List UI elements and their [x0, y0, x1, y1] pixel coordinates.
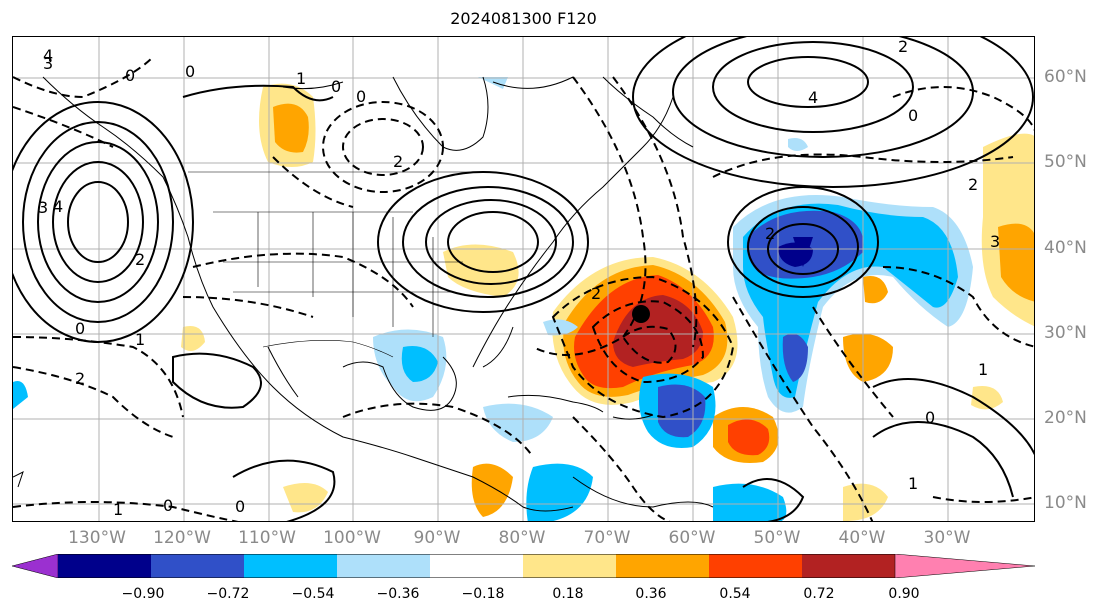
map-panel: 1 0 0 0 4 2 3 4 2 0 0 2 2 1 0 2 1 0 2 3 …: [12, 36, 1035, 522]
figure-title: 2024081300 F120: [450, 9, 597, 28]
colorbar-tick-label: −0.72: [206, 586, 250, 602]
coastlines: [13, 76, 714, 512]
contour-label: 2: [75, 369, 85, 388]
colorbar-segment: [337, 554, 430, 578]
contour-label: 2: [591, 284, 601, 303]
contour-label: 3: [43, 54, 53, 73]
colorbar-tick-label: −0.18: [461, 586, 505, 602]
map-canvas: 1 0 0 0 4 2 3 4 2 0 0 2 2 1 0 2 1 0 2 3 …: [13, 37, 1034, 521]
colorbar-tick-label: 0.54: [719, 586, 751, 602]
colorbar-tick-label: 0.36: [635, 586, 667, 602]
contour-label: 4: [53, 197, 63, 216]
contour-label: 1: [296, 69, 306, 88]
contour-label: 0: [356, 87, 366, 106]
contour-label: 1: [908, 474, 918, 493]
colorbar-tick-label: 0.90: [888, 586, 920, 602]
colorbar-segment: [151, 554, 244, 578]
contour-label: 4: [43, 46, 53, 65]
positive-contours: [13, 37, 1034, 521]
colorbar-segment: [430, 554, 523, 578]
lon-label: 40°W: [838, 528, 886, 548]
contour-label: 1: [113, 500, 123, 519]
contour-label: 0: [235, 497, 245, 516]
contour-label: 0: [908, 106, 918, 125]
lon-label: 130°W: [68, 528, 126, 548]
negative-shading: [13, 77, 973, 521]
negative-contours: [13, 56, 1034, 521]
colorbar-tick-label: −0.90: [121, 586, 165, 602]
lat-label: 20°N: [1044, 408, 1087, 428]
contour-labels: 1 0 0 0 4 2 3 4 2 0 0 2 2 1 0 2 1 0 2 3 …: [38, 37, 1000, 519]
lat-label: 10°N: [1044, 493, 1087, 513]
lon-label: 100°W: [323, 528, 381, 548]
storm-center-marker: [632, 305, 650, 323]
colorbar-segment: [709, 554, 802, 578]
colorbar-tick-label: −0.36: [376, 586, 420, 602]
contour-label: 3: [990, 232, 1000, 251]
contour-label: 0: [75, 319, 85, 338]
contour-label: 0: [125, 66, 135, 85]
contour-label: 0: [925, 408, 935, 427]
contour-label: 2: [765, 224, 775, 243]
contour-label: 0: [163, 496, 173, 515]
contour-label: 2: [898, 37, 908, 56]
lon-label: 70°W: [583, 528, 631, 548]
lat-label: 50°N: [1044, 152, 1087, 172]
contour-label: 0: [185, 62, 195, 81]
colorbar-segment: [802, 554, 895, 578]
contour-label: 1: [978, 360, 988, 379]
lon-label: 110°W: [238, 528, 296, 548]
lon-label: 50°W: [753, 528, 801, 548]
lon-label: 90°W: [413, 528, 461, 548]
lat-label: 40°N: [1044, 238, 1087, 258]
colorbar-tick-label: −0.54: [291, 586, 335, 602]
lon-label: 80°W: [498, 528, 546, 548]
lon-label: 60°W: [668, 528, 716, 548]
contour-label: 0: [331, 77, 341, 96]
contour-label: 2: [135, 250, 145, 269]
political-borders: [188, 171, 483, 358]
colorbar-tick-label: 0.72: [803, 586, 835, 602]
lat-label: 60°N: [1044, 67, 1087, 87]
graticule: [13, 37, 1034, 521]
contour-label: 1: [135, 330, 145, 349]
contour-label: 4: [808, 88, 818, 107]
contour-label: 3: [38, 198, 48, 217]
colorbar-extend-low: [12, 554, 59, 578]
lat-label: 30°N: [1044, 323, 1087, 343]
colorbar-extend-high: [894, 554, 1035, 578]
colorbar: [12, 554, 1035, 578]
lon-label: 30°W: [923, 528, 971, 548]
colorbar-segment: [616, 554, 709, 578]
colorbar-tick-label: 0.18: [552, 586, 584, 602]
colorbar-segment: [58, 554, 151, 578]
lon-label: 120°W: [153, 528, 211, 548]
contour-label: 2: [968, 175, 978, 194]
contour-label: 2: [393, 152, 403, 171]
colorbar-segment: [523, 554, 616, 578]
colorbar-segment: [244, 554, 337, 578]
